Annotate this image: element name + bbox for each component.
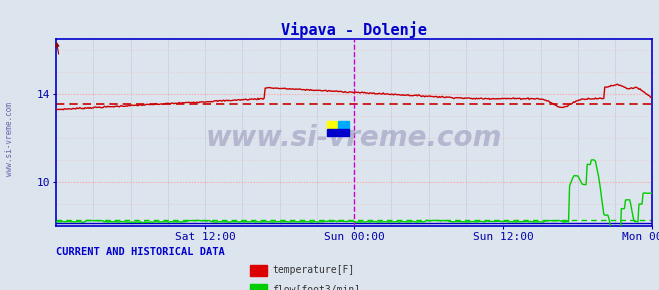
Text: www.si-vreme.com: www.si-vreme.com (206, 124, 502, 152)
Bar (338, 122, 349, 129)
Text: www.si-vreme.com: www.si-vreme.com (5, 102, 14, 176)
Bar (328, 129, 349, 136)
Bar (328, 122, 338, 129)
Text: temperature[F]: temperature[F] (272, 265, 355, 275)
Text: CURRENT AND HISTORICAL DATA: CURRENT AND HISTORICAL DATA (56, 247, 225, 257)
Title: Vipava - Dolenje: Vipava - Dolenje (281, 21, 427, 38)
Text: flow[foot3/min]: flow[foot3/min] (272, 284, 360, 290)
